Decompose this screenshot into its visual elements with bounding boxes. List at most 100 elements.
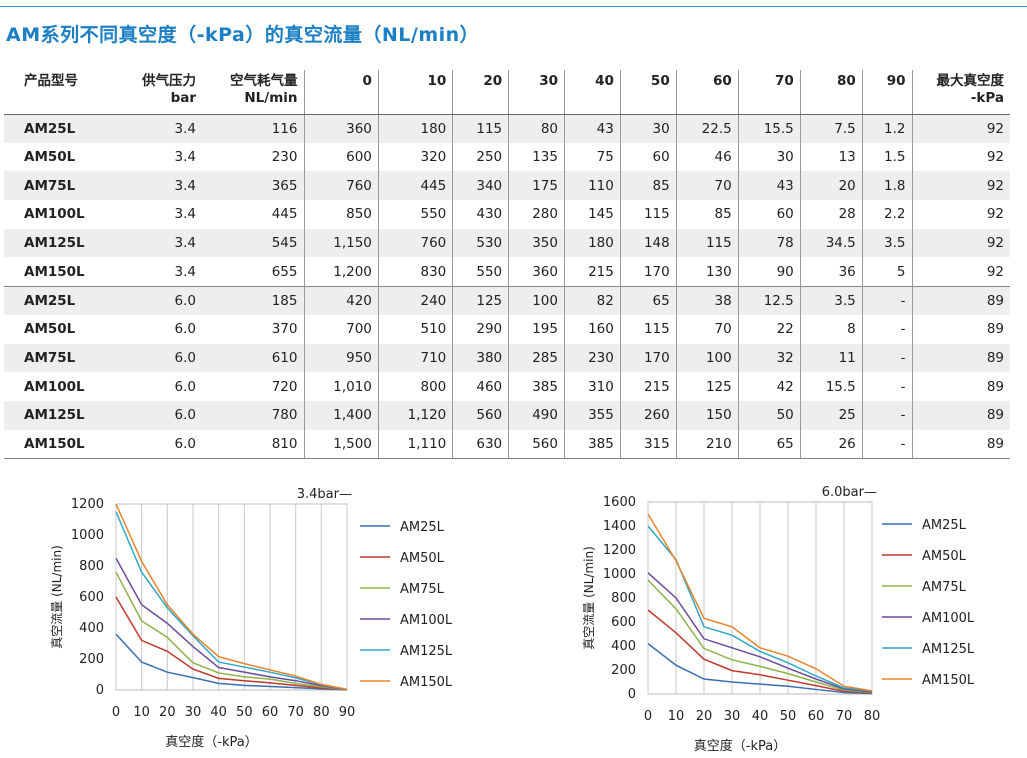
cell-flow-50: 215 bbox=[619, 372, 677, 401]
cell-flow-10: 180 bbox=[377, 114, 453, 143]
cell-flow-90: - bbox=[861, 285, 912, 315]
table-row: AM100L 3.4 445 850 550 430 280 145 115 85 60 28 2.2 9… bbox=[4, 200, 1010, 229]
header-vacuum-80: 80 bbox=[799, 70, 863, 115]
x-tick-label: 80 bbox=[864, 709, 881, 724]
legend-label: AM125L bbox=[922, 642, 975, 657]
cell-flow-70: 60 bbox=[737, 200, 801, 229]
cell-flow-90: 1.2 bbox=[861, 114, 912, 143]
cell-flow-30: 135 bbox=[508, 142, 565, 172]
cell-model: AM150L bbox=[24, 263, 85, 280]
cell-flow-20: 290 bbox=[452, 314, 509, 344]
page-title: AM系列不同真空度（-kPa）的真空流量（NL/min） bbox=[6, 24, 480, 46]
chart-6-0-bar: 0 10 20 30 40 50 60 70 8002004006008001000120014… bbox=[582, 485, 975, 753]
chart-title: 6.0bar— bbox=[822, 485, 877, 500]
cell-pressure: 3.4 bbox=[174, 177, 196, 194]
cell-flow-60: 22.5 bbox=[675, 114, 739, 143]
cell-flow-60: 38 bbox=[675, 285, 739, 315]
series-line-am50l bbox=[647, 609, 873, 694]
cell-flow-40: 215 bbox=[564, 257, 621, 287]
cell-flow-0: 850 bbox=[303, 200, 379, 229]
legend-label: AM50L bbox=[922, 549, 967, 564]
cell-flow-40: 75 bbox=[564, 142, 621, 172]
header-vacuum-20: 20 bbox=[452, 70, 509, 115]
cell-flow-60: 210 bbox=[675, 429, 739, 459]
cell-flow-70: 30 bbox=[737, 142, 801, 172]
cell-max-vacuum: 89 bbox=[911, 314, 1010, 344]
cell-flow-70: 12.5 bbox=[737, 285, 801, 315]
header-vacuum-0: 0 bbox=[303, 70, 379, 115]
cell-pressure: 6.0 bbox=[174, 321, 196, 338]
chart-title: 3.4bar— bbox=[297, 487, 352, 502]
legend-label: AM25L bbox=[922, 518, 967, 533]
y-tick-label: 1600 bbox=[603, 495, 636, 510]
cell-model: AM150L bbox=[4, 429, 106, 459]
legend-label: AM75L bbox=[922, 580, 967, 595]
cell-pressure: 6.0 bbox=[174, 407, 196, 424]
y-tick-label: 0 bbox=[628, 687, 636, 702]
cell-pressure: 6.0 bbox=[174, 378, 196, 395]
top-rule bbox=[0, 6, 1027, 7]
header-pressure: 供气压力 bar bbox=[106, 70, 202, 115]
cell-model: AM125L bbox=[24, 407, 85, 424]
cell-flow-50: 148 bbox=[619, 228, 677, 258]
cell-flow-30: 175 bbox=[508, 171, 565, 201]
cell-flow-70: 65 bbox=[737, 429, 801, 459]
cell-flow-20: 530 bbox=[452, 228, 509, 258]
cell-flow-20: 250 bbox=[452, 142, 509, 172]
cell-flow-90: 1.8 bbox=[861, 171, 912, 201]
cell-flow-80: 7.5 bbox=[799, 114, 863, 143]
x-tick-label: 60 bbox=[808, 709, 825, 724]
cell-flow-10: 830 bbox=[377, 257, 453, 287]
cell-max-vacuum: 89 bbox=[911, 285, 1010, 315]
y-tick-label: 600 bbox=[611, 615, 636, 630]
cell-flow-90: - bbox=[861, 314, 912, 344]
cell-flow-50: 315 bbox=[619, 429, 677, 459]
cell-flow-30: 285 bbox=[508, 343, 565, 373]
y-tick-label: 1000 bbox=[603, 567, 636, 582]
header-vacuum-70: 70 bbox=[737, 70, 801, 115]
cell-model: AM75L bbox=[24, 349, 76, 366]
cell-flow-10: 800 bbox=[377, 372, 453, 401]
table-row: AM100L 6.0 720 1,010 800 460 385 310 215 125 42 15.… bbox=[4, 372, 1010, 401]
cell-model: AM100L bbox=[24, 378, 85, 395]
cell-flow-50: 260 bbox=[619, 400, 677, 430]
legend-label: AM25L bbox=[400, 520, 445, 535]
series-line-am75l bbox=[115, 571, 348, 691]
x-tick-label: 50 bbox=[780, 709, 797, 724]
cell-flow-0: 700 bbox=[303, 314, 379, 344]
cell-flow-80: 36 bbox=[799, 257, 863, 287]
series-line-am25l bbox=[647, 643, 873, 695]
cell-flow-50: 85 bbox=[619, 171, 677, 201]
cell-flow-0: 1,500 bbox=[303, 429, 379, 459]
cell-consumption: 545 bbox=[271, 235, 298, 252]
cell-max-vacuum: 92 bbox=[911, 171, 1010, 201]
header-max-vacuum: 最大真空度 -kPa bbox=[911, 70, 1010, 115]
cell-flow-10: 1,120 bbox=[377, 400, 453, 430]
cell-flow-90: - bbox=[861, 372, 912, 401]
cell-max-vacuum: 92 bbox=[911, 114, 1010, 143]
cell-flow-30: 490 bbox=[508, 400, 565, 430]
table-row: AM25L 3.4 116 360 180 115 80 43 30 22.5 15.5 7.5 1.2… bbox=[4, 114, 1010, 143]
cell-consumption: 810 bbox=[202, 429, 304, 459]
cell-flow-60: 85 bbox=[675, 200, 739, 229]
x-tick-label: 10 bbox=[668, 709, 685, 724]
cell-pressure: 3.4 bbox=[174, 235, 196, 252]
table-row: AM50L 3.4 230 600 320 250 135 75 60 46 30 13 1.5 92 bbox=[4, 142, 1010, 172]
cell-flow-0: 600 bbox=[303, 142, 379, 172]
y-tick-label: 1400 bbox=[603, 519, 636, 534]
cell-model: AM50L bbox=[24, 149, 76, 166]
x-tick-label: 10 bbox=[133, 705, 150, 720]
cell-pressure: 3.4 bbox=[174, 206, 196, 223]
cell-flow-40: 230 bbox=[564, 343, 621, 373]
cell-consumption: 365 bbox=[271, 177, 298, 194]
cell-flow-20: 340 bbox=[452, 171, 509, 201]
table-row: AM25L 6.0 185 420 240 125 100 82 65 38 12.5 3.5-89 bbox=[4, 285, 1010, 315]
header-model: 产品型号 bbox=[4, 70, 106, 115]
cell-flow-50: 30 bbox=[619, 114, 677, 143]
cell-flow-60: 125 bbox=[675, 372, 739, 401]
series-line-am25l bbox=[115, 633, 348, 691]
cell-pressure: 6.0 bbox=[106, 285, 202, 315]
cell-flow-20: 560 bbox=[452, 400, 509, 430]
cell-flow-10: 710 bbox=[377, 343, 453, 373]
cell-flow-90: - bbox=[861, 343, 912, 373]
